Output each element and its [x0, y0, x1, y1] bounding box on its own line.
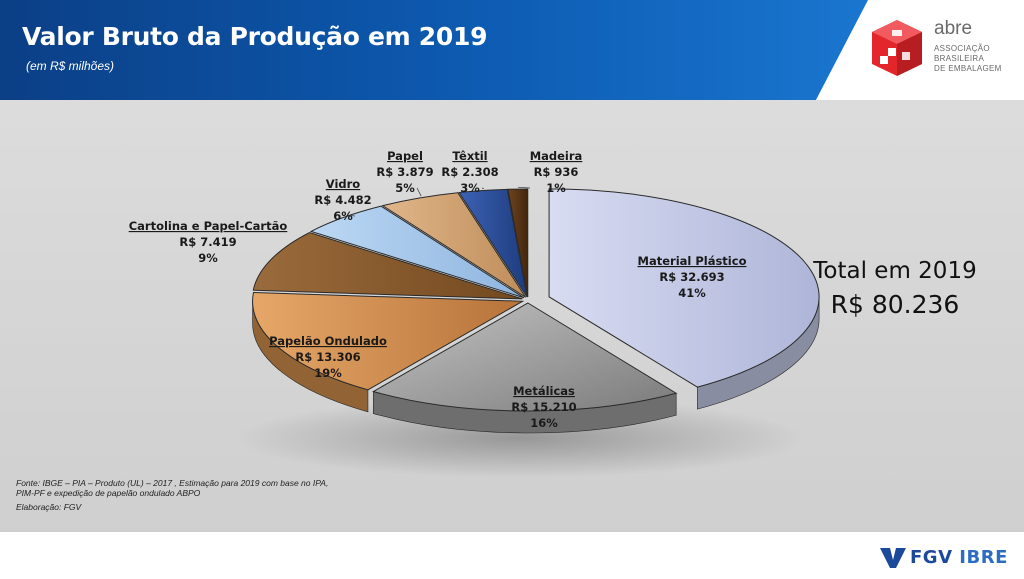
slice-label-percent: 6% — [333, 209, 353, 223]
slice — [381, 192, 527, 298]
slice-label-value: R$ 15.210 — [511, 400, 576, 414]
source-note: Fonte: IBGE – PIA – Produto (UL) – 2017 … — [16, 478, 329, 498]
slice-label-percent: 9% — [198, 251, 218, 265]
slice-label-name: Papel — [387, 149, 423, 163]
slice — [458, 188, 528, 298]
slice-label-name: Têxtil — [452, 149, 487, 163]
slice-label-percent: 5% — [395, 181, 415, 195]
leader-line — [416, 187, 422, 197]
slice-label-percent: 1% — [546, 181, 566, 195]
fgv-chevron-icon — [880, 548, 906, 568]
slice-label-percent: 16% — [530, 416, 558, 430]
slice-label-value: R$ 936 — [534, 165, 579, 179]
leader-line — [518, 186, 531, 189]
fgv-brand-b: IBRE — [959, 547, 1008, 568]
slice — [252, 231, 523, 300]
slice — [252, 292, 525, 391]
slice — [548, 188, 820, 388]
leader-line — [481, 187, 485, 189]
abre-cube-icon — [872, 20, 922, 76]
slice-label-percent: 3% — [460, 181, 480, 195]
total-box: Total em 2019 R$ 80.236 — [796, 258, 994, 319]
fgv-ibre-logo: FGV IBRE — [880, 546, 1020, 570]
title-banner — [0, 0, 868, 100]
slice-label-percent: 19% — [314, 366, 342, 380]
slice — [309, 205, 525, 299]
slice-label-value: R$ 3.879 — [376, 165, 433, 179]
pie-chart: Material Plástico R$ 32.693 41% Metálicas R$… — [129, 149, 820, 478]
slice-label-name: Metálicas — [513, 384, 575, 398]
slice — [507, 188, 529, 298]
slice-label-value: R$ 7.419 — [179, 235, 236, 249]
logo-line-3: DE EMBALAGEM — [934, 64, 1002, 73]
slice — [372, 302, 678, 412]
total-value: R$ 80.236 — [830, 290, 960, 319]
slice-label-name: Vidro — [326, 177, 361, 191]
page-subtitle: (em R$ milhões) — [26, 59, 115, 73]
slice-label-percent: 41% — [678, 286, 706, 300]
slice-label-name: Material Plástico — [638, 254, 747, 268]
logo-name: abre — [934, 18, 973, 39]
slice-label-name: Papelão Ondulado — [269, 334, 387, 348]
page-title: Valor Bruto da Produção em 2019 — [22, 22, 488, 51]
slice-label-value: R$ 13.306 — [295, 350, 360, 364]
logo-line-2: BRASILEIRA — [934, 54, 985, 63]
leader-line — [346, 214, 356, 217]
total-label: Total em 2019 — [813, 258, 977, 284]
slice-label-value: R$ 32.693 — [659, 270, 724, 284]
slice-label-value: R$ 4.482 — [314, 193, 371, 207]
credit-note: Elaboração: FGV — [16, 502, 82, 512]
abre-logo: abre ASSOCIAÇÃO BRASILEIRA DE EMBALAGEM — [868, 18, 1018, 88]
slice-label-value: R$ 2.308 — [441, 165, 498, 179]
slice-label-name: Cartolina e Papel-Cartão — [129, 219, 288, 233]
slice-label-name: Madeira — [530, 149, 583, 163]
logo-line-1: ASSOCIAÇÃO — [934, 44, 990, 53]
slice-labels: Material Plástico R$ 32.693 41% Metálicas R$… — [129, 149, 747, 430]
fgv-brand-a: FGV — [910, 547, 953, 568]
pie-slices — [252, 188, 820, 434]
leader-lines — [346, 186, 531, 217]
fgv-brand: FGV IBRE — [910, 547, 1008, 568]
